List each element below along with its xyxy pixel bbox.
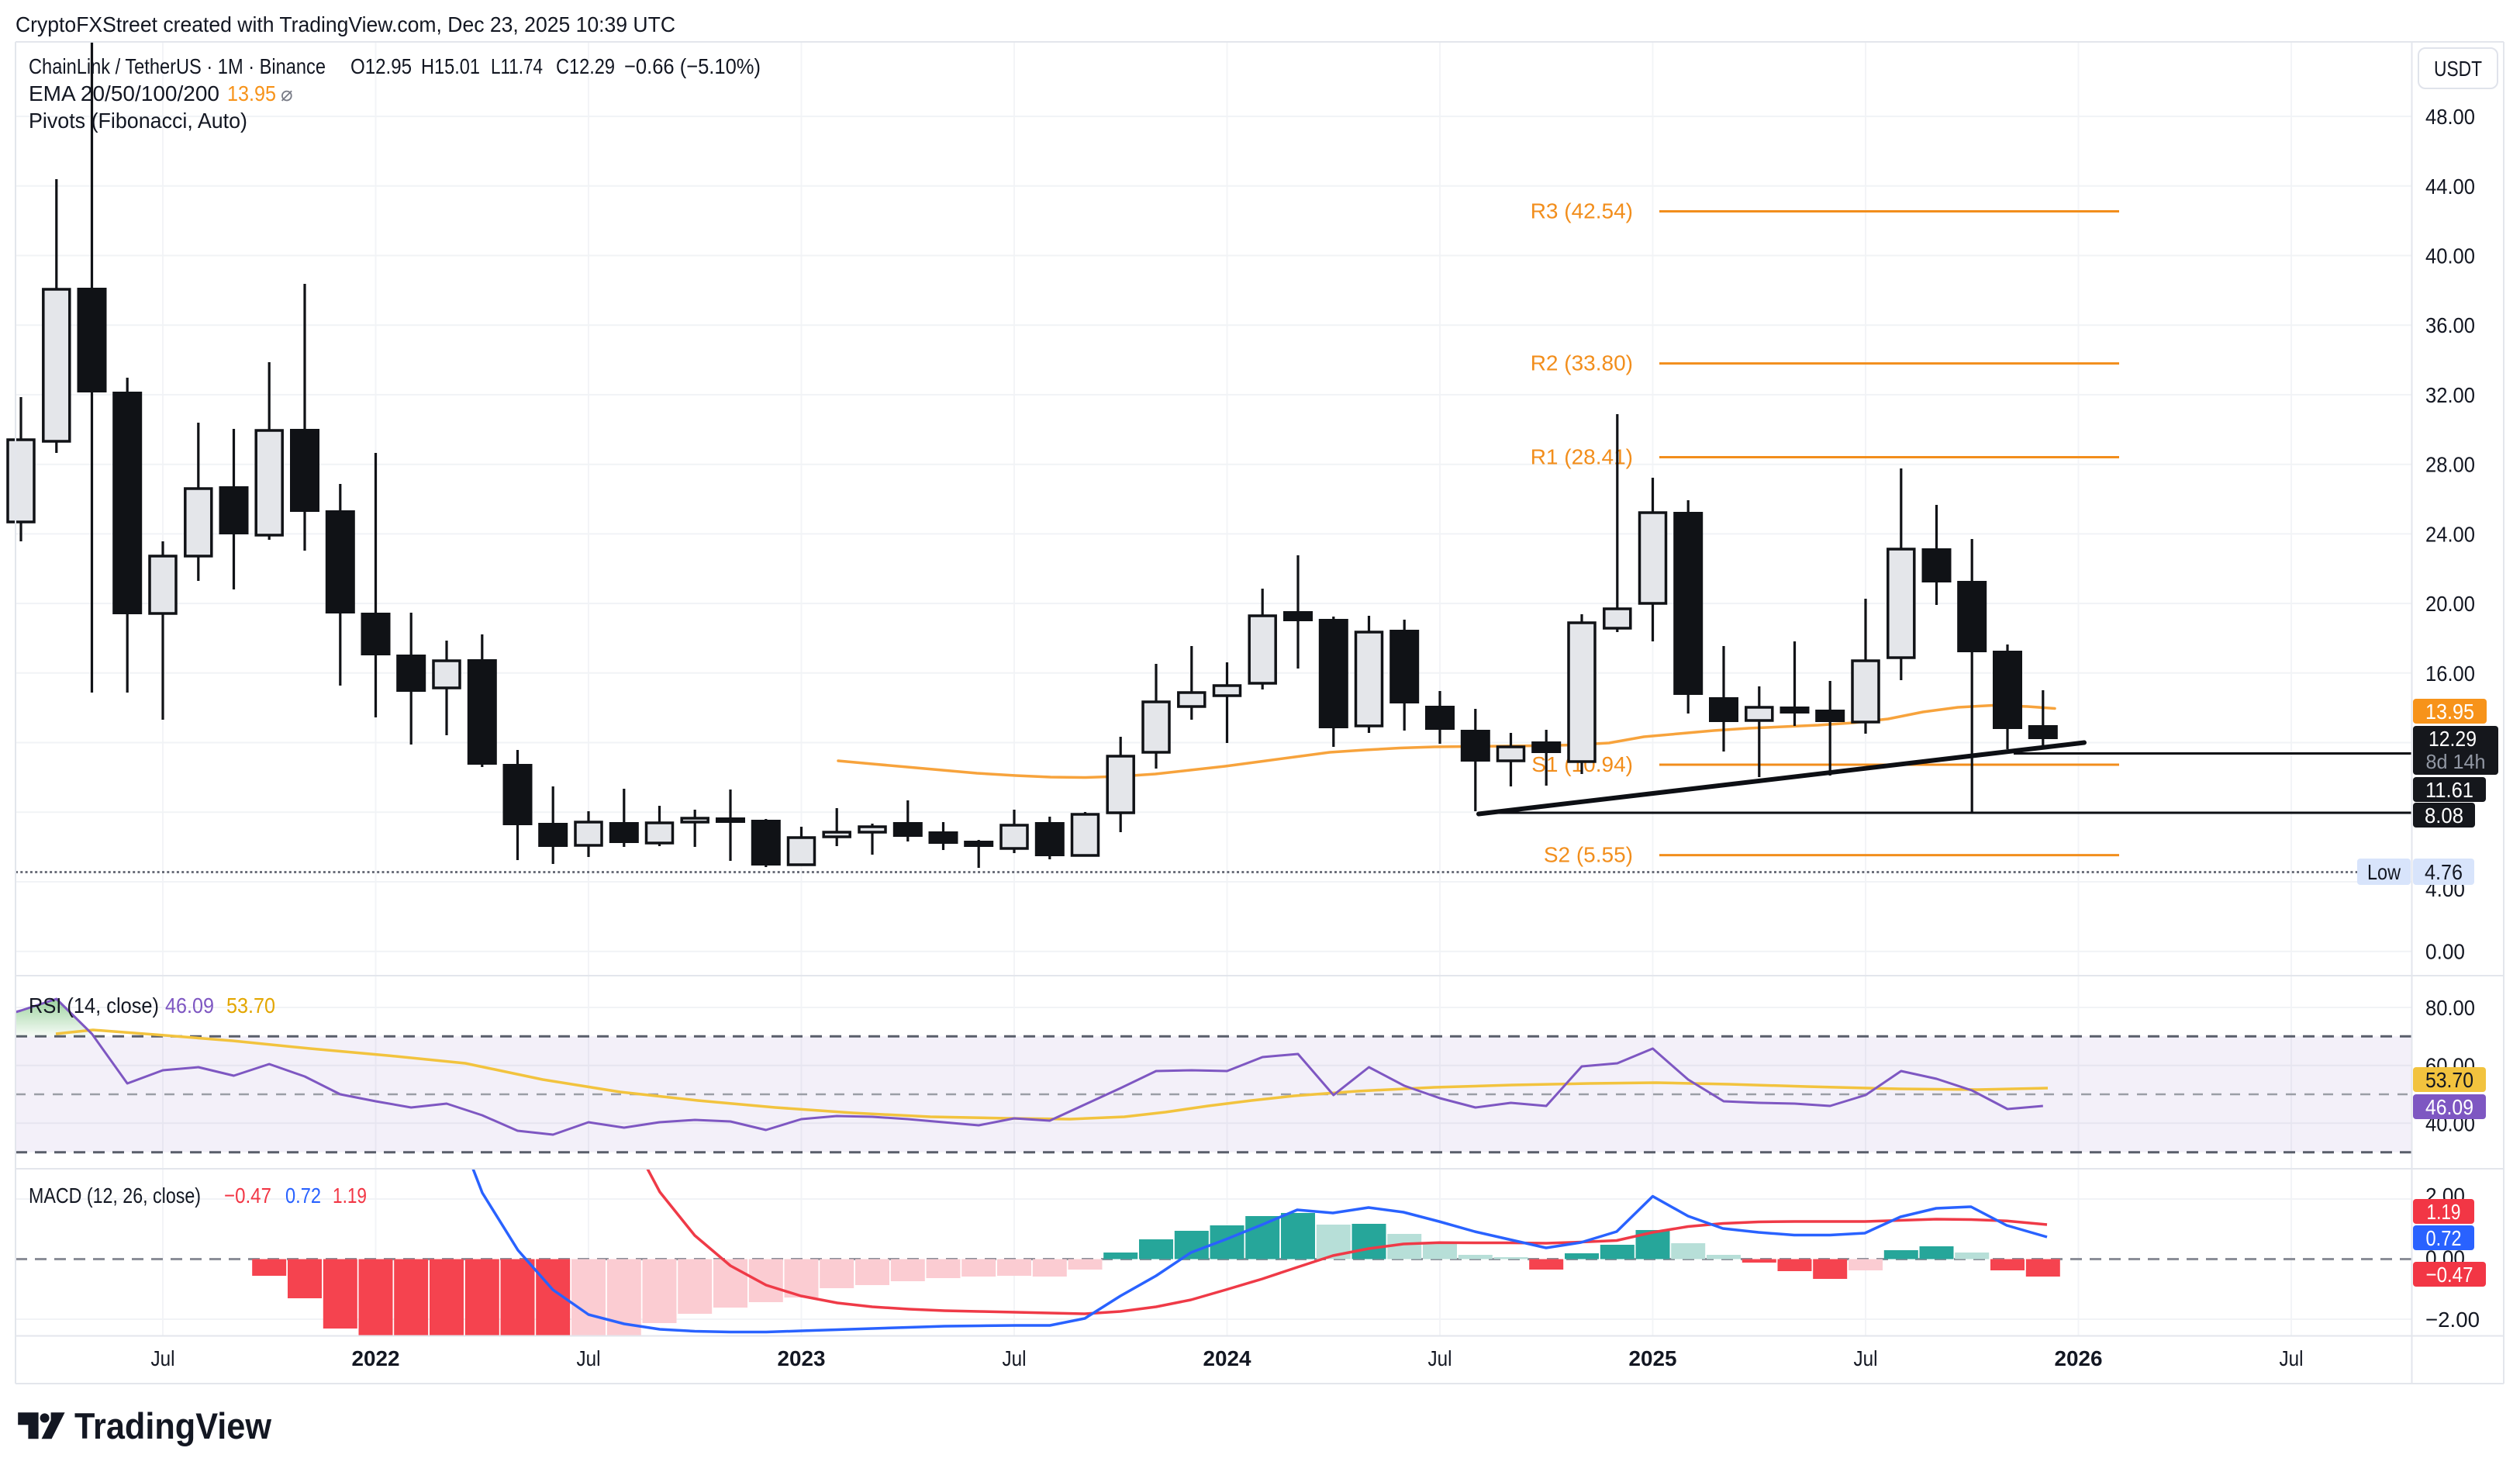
- svg-text:S2 (5.55): S2 (5.55): [1544, 843, 1633, 867]
- svg-text:USDT: USDT: [2434, 57, 2482, 81]
- svg-text:Jul: Jul: [1428, 1346, 1452, 1370]
- svg-text:L11.74: L11.74: [491, 54, 543, 78]
- svg-text:Jul: Jul: [1854, 1346, 1878, 1370]
- svg-text:−0.47: −0.47: [224, 1183, 271, 1208]
- svg-text:24.00: 24.00: [2425, 522, 2475, 546]
- svg-text:32.00: 32.00: [2425, 383, 2475, 407]
- svg-text:46.09: 46.09: [165, 993, 214, 1018]
- svg-text:0.72: 0.72: [285, 1183, 321, 1208]
- svg-text:2023: 2023: [778, 1346, 826, 1370]
- svg-text:46.09: 46.09: [2425, 1095, 2473, 1119]
- svg-text:R2 (33.80): R2 (33.80): [1531, 351, 1633, 375]
- svg-text:40.00: 40.00: [2425, 244, 2475, 268]
- svg-text:O12.95: O12.95: [350, 54, 412, 78]
- svg-text:Pivots (Fibonacci, Auto): Pivots (Fibonacci, Auto): [29, 109, 247, 133]
- svg-text:2025: 2025: [1629, 1346, 1677, 1370]
- svg-text:Jul: Jul: [1003, 1346, 1027, 1370]
- svg-text:53.70: 53.70: [226, 993, 275, 1018]
- svg-text:44.00: 44.00: [2425, 174, 2475, 199]
- svg-text:1.19: 1.19: [333, 1183, 367, 1208]
- svg-text:36.00: 36.00: [2425, 313, 2475, 337]
- svg-text:2026: 2026: [2055, 1346, 2103, 1370]
- svg-text:12.29: 12.29: [2429, 727, 2477, 751]
- svg-text:−0.66 (−5.10%): −0.66 (−5.10%): [624, 54, 761, 78]
- svg-text:53.70: 53.70: [2425, 1068, 2473, 1092]
- svg-text:MACD (12, 26, close): MACD (12, 26, close): [29, 1183, 201, 1208]
- svg-text:ChainLink / TetherUS · 1M · Bi: ChainLink / TetherUS · 1M · Binance: [29, 54, 326, 78]
- svg-text:13.95: 13.95: [227, 81, 276, 105]
- svg-text:⌀: ⌀: [281, 82, 293, 105]
- svg-text:28.00: 28.00: [2425, 453, 2475, 477]
- svg-text:48.00: 48.00: [2425, 105, 2475, 129]
- svg-text:RSI (14, close): RSI (14, close): [29, 993, 159, 1018]
- svg-text:2024: 2024: [1203, 1346, 1251, 1370]
- svg-text:Jul: Jul: [151, 1346, 175, 1370]
- svg-text:20.00: 20.00: [2425, 592, 2475, 616]
- svg-text:CryptoFXStreet created with Tr: CryptoFXStreet created with TradingView.…: [16, 12, 675, 36]
- svg-text:Low: Low: [2367, 860, 2401, 884]
- svg-text:R1 (28.41): R1 (28.41): [1531, 445, 1633, 469]
- svg-text:4.76: 4.76: [2425, 860, 2463, 884]
- svg-text:Jul: Jul: [2280, 1346, 2304, 1370]
- svg-text:TradingView: TradingView: [74, 1405, 271, 1446]
- svg-text:8d 14h: 8d 14h: [2426, 750, 2486, 773]
- svg-text:C12.29: C12.29: [556, 54, 615, 78]
- svg-text:11.61: 11.61: [2425, 778, 2473, 802]
- svg-text:8.08: 8.08: [2425, 803, 2463, 828]
- svg-text:16.00: 16.00: [2425, 662, 2475, 686]
- svg-text:H15.01: H15.01: [421, 54, 480, 78]
- svg-text:0.00: 0.00: [2425, 940, 2465, 964]
- svg-text:−2.00: −2.00: [2425, 1308, 2480, 1332]
- svg-text:0.72: 0.72: [2426, 1226, 2462, 1250]
- svg-text:2022: 2022: [352, 1346, 400, 1370]
- svg-text:Jul: Jul: [577, 1346, 601, 1370]
- svg-text:EMA 20/50/100/200: EMA 20/50/100/200: [29, 81, 219, 105]
- svg-text:13.95: 13.95: [2425, 700, 2474, 724]
- svg-text:R3 (42.54): R3 (42.54): [1531, 199, 1633, 223]
- svg-text:−0.47: −0.47: [2426, 1263, 2473, 1287]
- svg-text:80.00: 80.00: [2425, 996, 2475, 1020]
- svg-text:1.19: 1.19: [2427, 1200, 2461, 1224]
